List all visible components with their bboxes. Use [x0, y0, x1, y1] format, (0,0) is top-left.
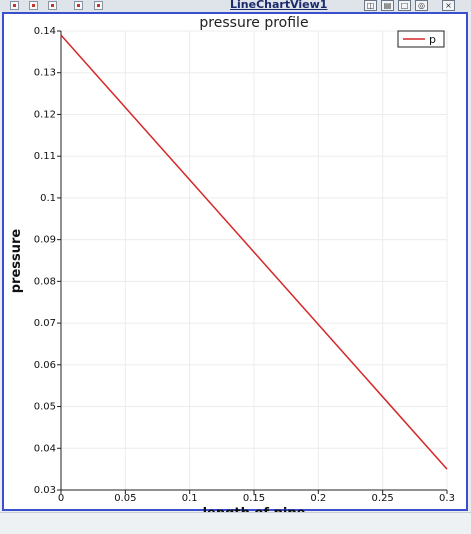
y-tick-label: 0.14 — [34, 26, 56, 37]
y-tick-label: 0.12 — [34, 109, 56, 120]
y-tick-label: 0.09 — [34, 235, 56, 246]
toggle-view-icon[interactable] — [94, 1, 103, 10]
y-tick-label: 0.04 — [34, 443, 56, 454]
series-line-p — [60, 34, 448, 470]
x-tick-label: 0.1 — [182, 493, 198, 504]
y-tick-label: 0.06 — [34, 360, 56, 371]
restore-icon[interactable]: ◎ — [415, 0, 428, 11]
split-vertical-icon[interactable]: ▤ — [381, 0, 394, 11]
x-tick-label: 0.3 — [439, 493, 455, 504]
y-tick-label: 0.13 — [34, 68, 56, 79]
chart-title: pressure profile — [199, 15, 308, 31]
x-tick-label: 0 — [58, 493, 64, 504]
maximize-icon[interactable]: □ — [398, 0, 411, 11]
x-tick-label: 0.2 — [310, 493, 326, 504]
zoom-to-box-icon[interactable] — [29, 1, 38, 10]
y-tick-label: 0.05 — [34, 402, 56, 413]
view-title[interactable]: LineChartView1 — [230, 0, 328, 11]
reset-camera-icon[interactable] — [10, 1, 19, 10]
y-tick-label: 0.08 — [34, 276, 56, 287]
status-strip — [0, 512, 471, 534]
toolbar: LineChartView1 ◫ ▤ □ ◎ × — [0, 0, 471, 12]
axes-layer: 0 0.05 0.1 0.15 0.2 0.25 0.3 0.03 0.04 0.05 0.06 0.… — [34, 26, 455, 504]
y-tick-label: 0.07 — [34, 318, 56, 329]
y-axis-label: pressure — [9, 229, 24, 294]
series-layer — [60, 34, 448, 470]
y-tick-label: 0.11 — [34, 151, 56, 162]
legend: p — [397, 30, 445, 48]
y-tick-label: 0.03 — [34, 485, 56, 496]
x-tick-label: 0.25 — [372, 493, 394, 504]
chart-frame — [2, 12, 468, 511]
capture-icon[interactable] — [74, 1, 83, 10]
x-tick-label: 0.15 — [243, 493, 265, 504]
zoom-icon[interactable] — [48, 1, 57, 10]
close-icon[interactable]: × — [442, 0, 455, 11]
split-horizontal-icon[interactable]: ◫ — [364, 0, 377, 11]
y-tick-label: 0.1 — [40, 193, 56, 204]
x-tick-label: 0.05 — [114, 493, 136, 504]
legend-label: p — [429, 33, 436, 46]
